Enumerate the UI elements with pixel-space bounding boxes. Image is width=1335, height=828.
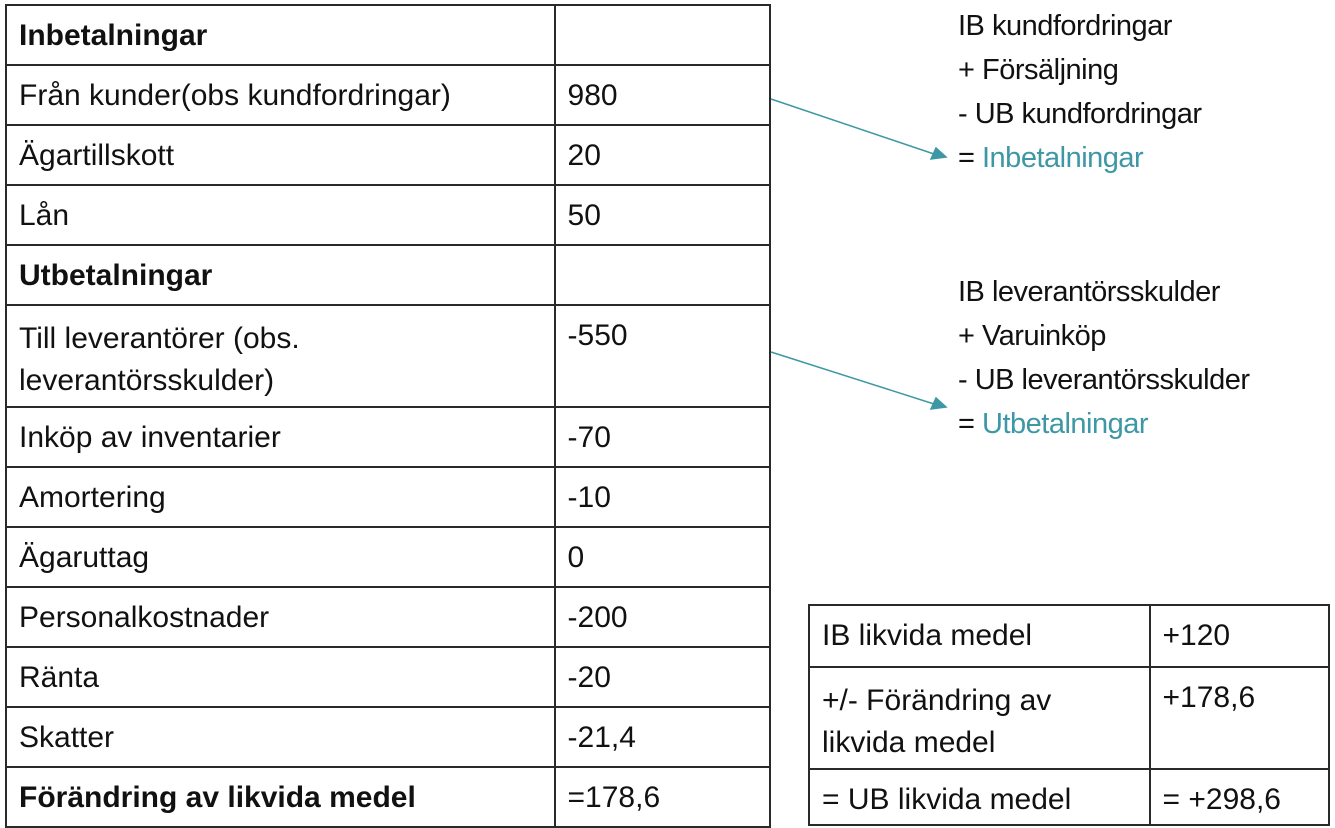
table-row: Till leverantörer (obs. leverantörsskuld… [5, 304, 772, 408]
row-value: -70 [553, 406, 772, 468]
note-customers: IB kundfordringar + Försäljning - UB kun… [958, 4, 1202, 180]
row-value: -10 [553, 466, 772, 528]
table-row: Ränta -20 [5, 646, 772, 708]
row-label: Ägartillskott [5, 124, 556, 186]
row-value [553, 4, 772, 66]
arrow-line-customers [770, 98, 935, 155]
arrow-head-suppliers [929, 396, 948, 410]
cashflow-table: Inbetalningar Från kunder(obs kundfordri… [5, 4, 772, 828]
note-result-prefix: = [958, 142, 982, 174]
row-label: Till leverantörer (obs. leverantörsskuld… [5, 304, 556, 408]
note-result-line: = Inbetalningar [958, 136, 1202, 180]
row-value: 50 [553, 184, 772, 246]
row-value: +120 [1148, 604, 1331, 668]
row-label: Skatter [5, 706, 556, 768]
row-value: -550 [553, 304, 772, 408]
row-label: Från kunder(obs kundfordringar) [5, 64, 556, 126]
note-result: Inbetalningar [982, 142, 1144, 174]
row-label: +/- Förändring av likvida medel [808, 666, 1151, 770]
note-line: - UB kundfordringar [958, 98, 1202, 130]
table-row: Lån 50 [5, 184, 772, 246]
table-row: Utbetalningar [5, 244, 772, 306]
note-result: Utbetalningar [982, 408, 1149, 440]
note-line: IB kundfordringar [958, 10, 1172, 42]
row-value: =178,6 [553, 766, 772, 828]
row-label: = UB likvida medel [808, 768, 1151, 826]
row-value: -21,4 [553, 706, 772, 768]
row-label: IB likvida medel [808, 604, 1151, 668]
arrow-line-suppliers [770, 351, 935, 405]
note-result-prefix: = [958, 408, 982, 440]
row-label: Ägaruttag [5, 526, 556, 588]
row-value: -200 [553, 586, 772, 648]
note-line: IB leverantörsskulder [958, 276, 1220, 308]
note-line: + Varuinköp [958, 320, 1106, 352]
summary-table: IB likvida medel +120 +/- Förändring av … [808, 604, 1331, 826]
row-label: Inbetalningar [5, 4, 556, 66]
row-value: 980 [553, 64, 772, 126]
table-row: Inbetalningar [5, 4, 772, 66]
row-value: 0 [553, 526, 772, 588]
table-row: +/- Förändring av likvida medel +178,6 [808, 666, 1331, 770]
row-value: 20 [553, 124, 772, 186]
table-row: Förändring av likvida medel =178,6 [5, 766, 772, 828]
table-row: Från kunder(obs kundfordringar) 980 [5, 64, 772, 126]
row-label: Förändring av likvida medel [5, 766, 556, 828]
row-label: Lån [5, 184, 556, 246]
row-value: -20 [553, 646, 772, 708]
table-row: Ägaruttag 0 [5, 526, 772, 588]
arrow-head-customers [929, 146, 948, 160]
row-value [553, 244, 772, 306]
note-line: + Försäljning [958, 54, 1119, 86]
note-suppliers: IB leverantörsskulder + Varuinköp - UB l… [958, 270, 1250, 446]
row-label: Utbetalningar [5, 244, 556, 306]
table-row: = UB likvida medel = +298,6 [808, 768, 1331, 826]
row-label: Personalkostnader [5, 586, 556, 648]
row-value: +178,6 [1148, 666, 1331, 770]
table-row: Ägartillskott 20 [5, 124, 772, 186]
table-row: Amortering -10 [5, 466, 772, 528]
row-label: Ränta [5, 646, 556, 708]
row-label: Amortering [5, 466, 556, 528]
row-label: Inköp av inventarier [5, 406, 556, 468]
table-row: Skatter -21,4 [5, 706, 772, 768]
table-row: Inköp av inventarier -70 [5, 406, 772, 468]
table-row: IB likvida medel +120 [808, 604, 1331, 668]
note-result-line: = Utbetalningar [958, 402, 1250, 446]
table-row: Personalkostnader -200 [5, 586, 772, 648]
row-value: = +298,6 [1148, 768, 1331, 826]
note-line: - UB leverantörsskulder [958, 364, 1250, 396]
